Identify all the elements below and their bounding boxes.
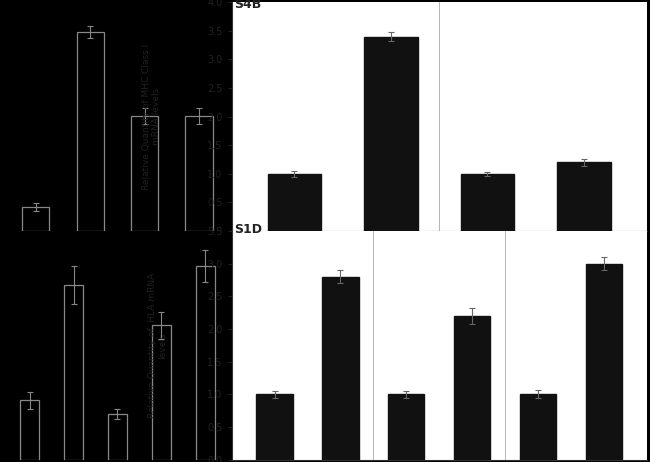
Text: 1% Oxygen: 1% Oxygen: [315, 387, 370, 396]
Bar: [64, 285, 83, 460]
Bar: [152, 325, 171, 460]
Text: S4B: S4B: [235, 0, 262, 11]
Bar: [461, 174, 514, 231]
Text: 21% Oxygen: 21% Oxygen: [504, 387, 567, 396]
Bar: [520, 395, 556, 460]
Bar: [109, 414, 127, 460]
Bar: [454, 316, 490, 460]
Bar: [77, 32, 104, 231]
Bar: [20, 401, 39, 460]
Bar: [322, 277, 359, 460]
Bar: [256, 395, 292, 460]
Bar: [586, 264, 622, 460]
Bar: [558, 163, 610, 231]
Bar: [196, 266, 214, 460]
Bar: [185, 116, 213, 231]
Y-axis label: Relative Quantity of MHC Class I
mRNA levels: Relative Quantity of MHC Class I mRNA le…: [142, 43, 161, 190]
Bar: [22, 207, 49, 231]
Y-axis label: Relative Quantity of  HLA mRNA
levels: Relative Quantity of HLA mRNA levels: [148, 273, 167, 418]
Text: S1D: S1D: [233, 223, 262, 236]
Bar: [388, 395, 424, 460]
Bar: [131, 116, 158, 231]
Bar: [268, 174, 321, 231]
Bar: [365, 36, 417, 231]
